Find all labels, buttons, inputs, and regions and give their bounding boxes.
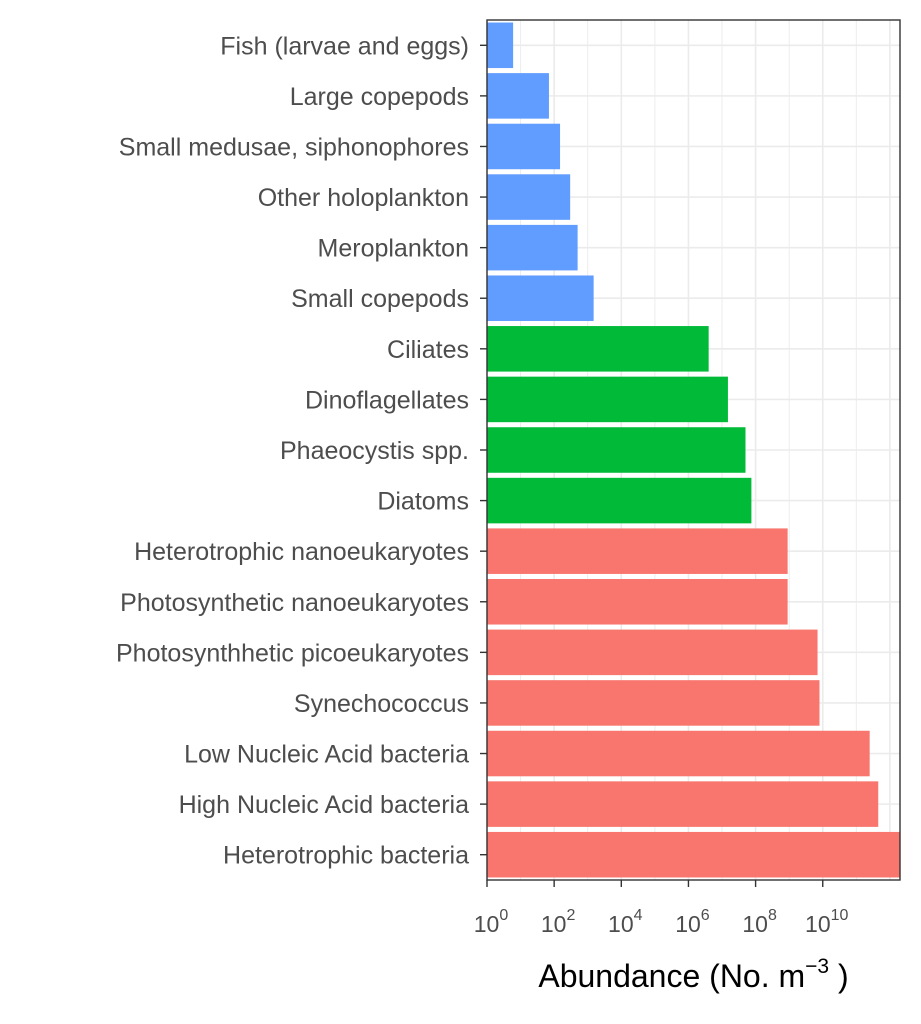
x-tick-label: 108 (742, 907, 777, 937)
y-tick-label: Meroplankton (318, 235, 469, 263)
x-tick-label: 1010 (805, 907, 848, 937)
y-tick-label: Synechococcus (294, 690, 469, 718)
y-tick-label: Large copepods (290, 83, 469, 111)
x-tick-label: 104 (608, 907, 643, 937)
y-tick-label: Small copepods (291, 285, 469, 313)
y-tick-label: High Nucleic Acid bacteria (179, 791, 470, 819)
x-axis-title-text: Abundance (No. m (538, 958, 805, 994)
bar-other-holoplankton (487, 174, 571, 220)
y-tick-label: Low Nucleic Acid bacteria (184, 741, 469, 769)
y-tick-label: Ciliates (387, 336, 469, 364)
y-tick-label: Photosynthhetic picoeukaryotes (116, 639, 469, 667)
bar-small-copepods (487, 275, 594, 321)
x-tick-label: 100 (474, 907, 509, 937)
x-axis-title: Abundance (No. m−3 ) (538, 955, 848, 994)
y-tick-label: Fish (larvae and eggs) (220, 32, 469, 60)
bar-photosynthhetic-picoeukaryotes (487, 629, 818, 676)
bar-photosynthetic-nanoeukaryotes (487, 579, 788, 625)
bar-heterotrophic-nanoeukaryotes (487, 528, 788, 574)
x-axis-title-suffix: ) (829, 958, 849, 994)
bar-heterotrophic-bacteria (487, 831, 900, 878)
bar-dinoflagellates (487, 376, 728, 423)
bar-high-nucleic-acid-bacteria (487, 781, 879, 827)
y-tick-label: Phaeocystis spp. (280, 437, 469, 465)
y-tick-label: Small medusae, siphonophores (119, 133, 469, 161)
bar-diatoms (487, 477, 752, 524)
bar-meroplankton (487, 224, 578, 271)
bar-low-nucleic-acid-bacteria (487, 730, 870, 777)
y-axis: Fish (larvae and eggs) Large copepods Smal… (116, 32, 487, 870)
bar-small-medusae-siphonophores (487, 123, 561, 170)
y-tick-label: Heterotrophic nanoeukaryotes (134, 538, 469, 566)
bar-ciliates (487, 326, 709, 372)
x-tick-label: 102 (541, 907, 576, 937)
y-tick-label: Photosynthetic nanoeukaryotes (120, 589, 469, 617)
y-tick-label: Diatoms (377, 488, 469, 516)
y-tick-label: Other holoplankton (258, 184, 469, 212)
bar-phaeocystis-spp (487, 427, 746, 473)
bar-fish-larvae-and-eggs (487, 22, 514, 69)
bars (487, 22, 900, 878)
y-tick-label: Heterotrophic bacteria (223, 842, 469, 870)
bar-synechococcus (487, 680, 820, 726)
x-axis-title-exponent: −3 (805, 955, 829, 978)
bar-large-copepods (487, 73, 549, 119)
x-tick-label: 106 (675, 907, 710, 937)
y-tick-label: Dinoflagellates (305, 386, 469, 414)
x-axis: 100 102 104 106 108 1010 (474, 880, 849, 937)
